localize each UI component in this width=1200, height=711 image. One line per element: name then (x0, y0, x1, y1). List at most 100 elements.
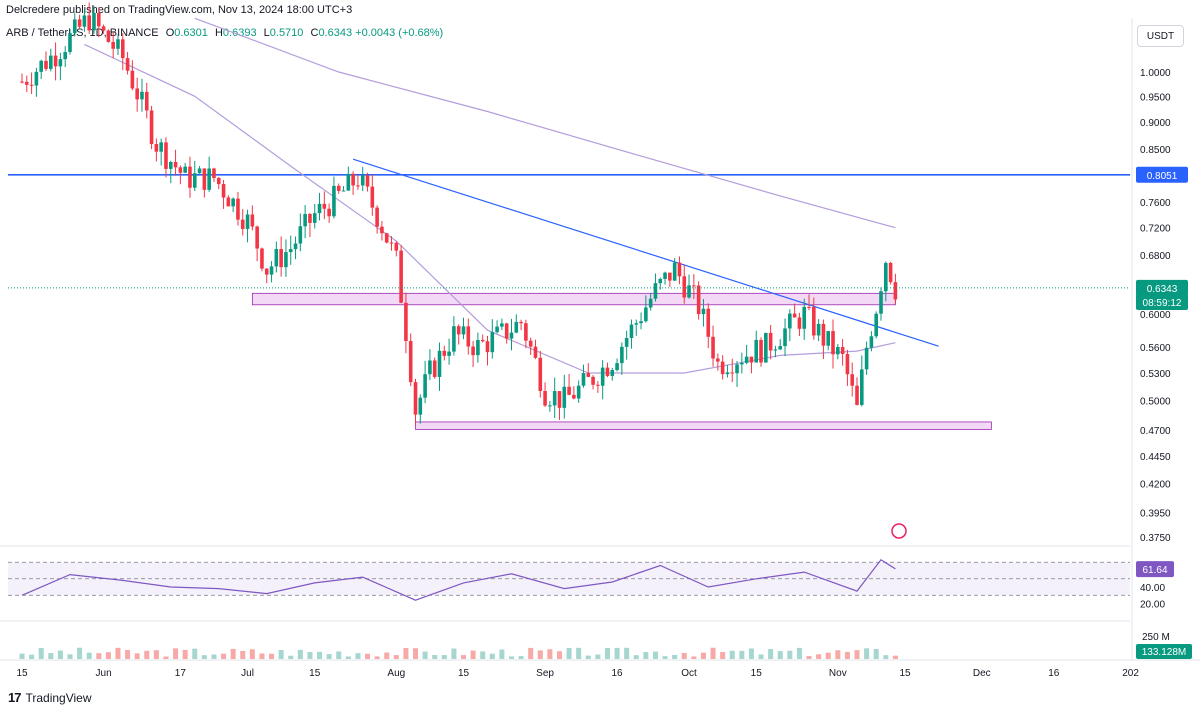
candle-body (600, 367, 605, 386)
volume-bar (883, 655, 889, 659)
change-value: +0.0043 (+0.68%) (355, 27, 444, 39)
volume-bar (691, 656, 697, 659)
volume-bar (585, 655, 591, 659)
volume-bar (470, 650, 476, 659)
candle-body (850, 374, 855, 386)
volume-bar (652, 651, 658, 659)
volume-bar (604, 648, 610, 659)
volume-bar (710, 647, 716, 659)
rsi-value-label: 61.64 (1142, 565, 1167, 576)
price-tick-label: 0.4700 (1140, 426, 1171, 437)
price-tick-label: 0.5300 (1140, 369, 1171, 380)
candle-body (92, 12, 96, 31)
candle-body (111, 41, 115, 49)
volume-bar (892, 655, 898, 659)
volume-bar (384, 652, 390, 659)
volume-bar (336, 651, 342, 659)
candle-body (816, 323, 821, 336)
candle-body (538, 357, 543, 392)
candle-body (168, 162, 173, 169)
volume-bar (489, 653, 495, 659)
candle-body (442, 350, 447, 356)
price-tick-label: 0.3750 (1140, 533, 1171, 544)
volume-bar (249, 649, 255, 659)
price-badge-label: 0.8051 (1147, 171, 1178, 182)
rsi-line (21, 559, 896, 601)
volume-bar (115, 647, 121, 659)
volume-bar (201, 655, 207, 659)
candle-body (744, 356, 749, 363)
candle-body (231, 198, 235, 207)
candle-body (255, 226, 259, 249)
volume-bar (144, 650, 150, 659)
volume-bar (134, 653, 140, 659)
candle-body (490, 332, 495, 353)
candle-body (293, 243, 298, 250)
volume-bar (681, 652, 687, 659)
candle-body (783, 328, 787, 347)
volume-bar (230, 648, 236, 659)
time-tick-label: 202 (1122, 668, 1139, 679)
candle-body (389, 242, 394, 244)
candle-body (792, 313, 797, 318)
candle-body (164, 142, 168, 169)
candle-body (264, 268, 269, 275)
time-tick-label: Sep (536, 668, 554, 679)
candle-body (116, 39, 120, 49)
volume-bar (624, 647, 630, 659)
volume-bar (326, 654, 332, 659)
candle-body (778, 346, 783, 350)
candle-body (610, 369, 615, 376)
candle-body (308, 214, 312, 223)
price-badge-label: 0.6343 (1147, 284, 1178, 295)
candle-body (274, 249, 279, 267)
brand-name: TradingView (25, 690, 92, 705)
candle-body (802, 306, 807, 329)
volume-bar (221, 653, 227, 659)
volume-bar (729, 650, 735, 659)
high-key: H (214, 27, 223, 39)
symbol-label[interactable]: ARB / TetherUS, 1D, BINANCE (6, 27, 159, 39)
volume-bar (192, 648, 198, 659)
currency-selector[interactable]: USDT (1137, 25, 1184, 47)
low-key: L (263, 27, 270, 39)
volume-bar (182, 649, 188, 659)
candle-body (773, 349, 778, 351)
candle-body (485, 341, 490, 353)
volume-bar (528, 647, 534, 659)
candle-body (605, 367, 610, 376)
candle-body (663, 272, 667, 279)
price-badge-label: 08:59:12 (1143, 298, 1182, 309)
candle-body (260, 248, 264, 269)
candle-body (432, 360, 437, 377)
candle-body (845, 353, 850, 375)
candle-body (288, 249, 293, 253)
volume-bar (864, 648, 870, 659)
candle-body (34, 71, 39, 86)
volume-bar (700, 652, 706, 659)
volume-bar (57, 650, 63, 659)
volume-bar (29, 654, 35, 659)
price-tick-label: 0.4450 (1140, 452, 1171, 463)
candle-body (303, 214, 307, 227)
candle-body (240, 219, 245, 229)
volume-bar (307, 651, 313, 659)
candle-body (183, 166, 187, 173)
candle-body (428, 360, 432, 375)
volume-bar (393, 655, 399, 659)
candle-body (207, 168, 211, 190)
time-tick-label: Nov (829, 668, 847, 679)
time-tick-label: 15 (309, 668, 321, 679)
candle-body (48, 55, 53, 69)
volume-bar (576, 647, 582, 659)
candle-body (888, 262, 893, 283)
volume-bar (633, 655, 639, 659)
volume-bar (537, 650, 543, 659)
symbol-legend: ARB / TetherUS, 1D, BINANCE O0.6301 H0.6… (6, 27, 443, 39)
candle-body (668, 272, 672, 281)
candle-body (682, 276, 687, 298)
candle-body (399, 250, 403, 303)
candle-body (149, 110, 154, 145)
candle-body (356, 185, 360, 187)
